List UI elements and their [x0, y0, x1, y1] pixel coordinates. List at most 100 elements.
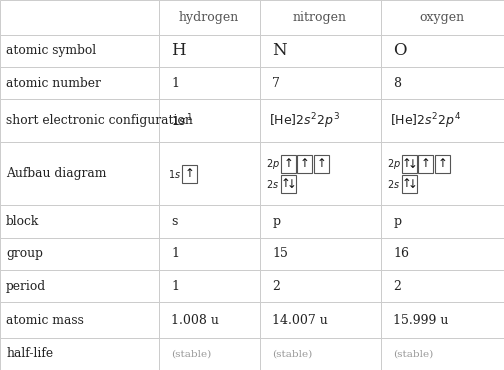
Text: half-life: half-life [6, 347, 53, 360]
Bar [159, 238, 260, 270]
Text: p: p [393, 215, 401, 228]
Text: ↑: ↑ [421, 157, 431, 169]
Text: ↑: ↑ [300, 157, 310, 169]
Text: 2: 2 [393, 280, 401, 293]
Text: period: period [6, 280, 46, 293]
Bar [159, 99, 260, 142]
Bar [297, 155, 312, 173]
Bar [260, 35, 381, 67]
Bar [260, 302, 381, 338]
Text: p: p [272, 215, 280, 228]
Text: 1: 1 [171, 77, 179, 90]
Text: $2s$: $2s$ [387, 178, 400, 190]
Bar [0, 205, 159, 238]
Text: atomic mass: atomic mass [6, 313, 84, 326]
Bar [402, 155, 417, 173]
Bar [381, 142, 504, 205]
Text: ↓: ↓ [407, 158, 417, 171]
Bar [281, 155, 296, 173]
Text: s: s [171, 215, 178, 228]
Bar [260, 338, 381, 370]
Bar [0, 270, 159, 302]
Bar [0, 238, 159, 270]
Bar [381, 302, 504, 338]
Text: nitrogen: nitrogen [293, 11, 347, 24]
Text: atomic symbol: atomic symbol [6, 44, 96, 57]
Text: ↑: ↑ [281, 177, 290, 190]
Bar [0, 0, 159, 35]
Bar [418, 155, 433, 173]
Text: $[\mathrm{He}]2s^22p^4$: $[\mathrm{He}]2s^22p^4$ [390, 111, 461, 131]
Bar [159, 270, 260, 302]
Bar [159, 67, 260, 99]
Text: ↓: ↓ [286, 178, 296, 191]
Bar [381, 35, 504, 67]
Text: group: group [6, 248, 43, 260]
Bar [260, 205, 381, 238]
Text: 15.999 u: 15.999 u [393, 313, 449, 326]
Bar [0, 302, 159, 338]
Bar [381, 0, 504, 35]
Text: ↑: ↑ [184, 167, 195, 180]
Bar [260, 67, 381, 99]
Text: 7: 7 [272, 77, 280, 90]
Text: $2s$: $2s$ [266, 178, 279, 190]
Bar [159, 338, 260, 370]
Text: O: O [393, 42, 407, 59]
Text: ↑: ↑ [402, 157, 411, 169]
Text: 8: 8 [393, 77, 401, 90]
Text: (stable): (stable) [393, 349, 433, 359]
Bar [260, 238, 381, 270]
Text: 1: 1 [171, 280, 179, 293]
Text: 14.007 u: 14.007 u [272, 313, 328, 326]
Text: $2p$: $2p$ [387, 157, 401, 171]
Bar [159, 35, 260, 67]
Text: ↑: ↑ [402, 177, 411, 190]
Text: 1.008 u: 1.008 u [171, 313, 219, 326]
Text: hydrogen: hydrogen [179, 11, 239, 24]
Text: oxygen: oxygen [420, 11, 465, 24]
Text: short electronic configuration: short electronic configuration [6, 114, 193, 127]
Bar [260, 99, 381, 142]
Bar [0, 67, 159, 99]
Bar [0, 35, 159, 67]
Bar [381, 338, 504, 370]
Text: (stable): (stable) [272, 349, 312, 359]
Text: $1s$: $1s$ [168, 168, 181, 180]
Bar [435, 155, 450, 173]
Text: ↑: ↑ [317, 157, 327, 169]
Bar [260, 142, 381, 205]
Bar [182, 165, 197, 183]
Bar [381, 205, 504, 238]
Bar [381, 99, 504, 142]
Bar [0, 99, 159, 142]
Bar [260, 0, 381, 35]
Text: 2: 2 [272, 280, 280, 293]
Bar [381, 270, 504, 302]
Text: $[\mathrm{He}]2s^22p^3$: $[\mathrm{He}]2s^22p^3$ [269, 111, 340, 131]
Bar [260, 270, 381, 302]
Bar [159, 0, 260, 35]
Text: 1: 1 [171, 248, 179, 260]
Text: $1s^1$: $1s^1$ [171, 112, 193, 129]
Bar [159, 142, 260, 205]
Text: Aufbau diagram: Aufbau diagram [6, 168, 106, 181]
Text: 16: 16 [393, 248, 409, 260]
Bar [159, 205, 260, 238]
Text: $2p$: $2p$ [266, 157, 280, 171]
Text: H: H [171, 42, 186, 59]
Bar [314, 155, 329, 173]
Bar [159, 302, 260, 338]
Bar [381, 238, 504, 270]
Text: block: block [6, 215, 39, 228]
Bar [0, 338, 159, 370]
Text: ↑: ↑ [283, 157, 293, 169]
Bar [0, 142, 159, 205]
Text: atomic number: atomic number [6, 77, 101, 90]
Text: 15: 15 [272, 248, 288, 260]
Text: (stable): (stable) [171, 349, 212, 359]
Bar [281, 175, 296, 193]
Bar [402, 175, 417, 193]
Bar [381, 67, 504, 99]
Text: ↓: ↓ [407, 178, 417, 191]
